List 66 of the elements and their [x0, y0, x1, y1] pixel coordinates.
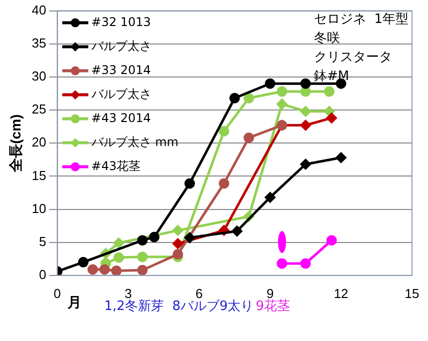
annotation: クリスタータ [314, 50, 392, 66]
point [244, 92, 254, 104]
text: 9花茎 [256, 298, 290, 314]
point [276, 98, 288, 110]
x-tick-label: 6 [196, 286, 203, 301]
text: 1,2冬新芽 8バルブ9太り [104, 298, 254, 314]
x-tick-label: 3 [124, 286, 132, 301]
y-tick-label: 0 [39, 266, 46, 282]
point [264, 78, 276, 89]
point [300, 120, 311, 130]
legend-label: #32 1013 [91, 14, 151, 29]
annotation: セロジネ 1年型 [314, 12, 409, 28]
point [300, 159, 311, 170]
y-tick-label: 5 [39, 234, 46, 249]
point [111, 266, 122, 276]
point [324, 86, 334, 97]
x-tick-label: 15 [404, 286, 420, 301]
point [229, 92, 240, 104]
y-tick-label: 10 [32, 200, 46, 216]
point [324, 106, 334, 117]
legend-label: #43花茎 [91, 158, 141, 173]
point [114, 238, 124, 248]
y-axis-title: 全長(cm) [7, 114, 24, 173]
x-tick-label: 0 [54, 286, 61, 301]
point [218, 126, 230, 136]
legend-label: バルブ太さ [90, 86, 152, 101]
point [172, 225, 184, 236]
point [172, 248, 184, 260]
point [300, 86, 311, 97]
point [276, 258, 288, 269]
point [336, 152, 346, 163]
point [300, 106, 311, 117]
legend-label: バルブ太さ mm [90, 134, 178, 149]
point [99, 264, 110, 275]
point [148, 232, 160, 242]
legend-label: #33 2014 [91, 62, 151, 77]
point [232, 226, 242, 236]
point [244, 132, 254, 144]
point [87, 264, 98, 275]
point [172, 238, 184, 249]
text: 月 [66, 295, 82, 312]
y-tick-label: 25 [32, 102, 46, 117]
annotation: 冬咲 [314, 31, 340, 46]
legend-label: #43 2014 [91, 110, 151, 125]
point [300, 258, 311, 269]
y-tick-label: 30 [32, 68, 46, 84]
annotation: 鉢#M [314, 69, 350, 84]
point [264, 192, 276, 203]
point [78, 256, 89, 268]
legend-label: バルブ太さ [90, 38, 152, 53]
y-tick-label: 40 [32, 2, 46, 18]
point [276, 86, 288, 97]
point [114, 252, 124, 263]
point [137, 235, 148, 246]
point [218, 178, 230, 189]
point [300, 78, 311, 89]
y-tick-label: 35 [32, 35, 46, 50]
point [326, 112, 337, 124]
y-tick-label: 20 [32, 134, 46, 150]
point [326, 235, 337, 246]
point [184, 178, 195, 189]
point [137, 252, 148, 262]
y-tick-label: 15 [32, 168, 46, 183]
point [137, 264, 148, 276]
point [184, 232, 195, 243]
x-tick-label: 12 [334, 286, 348, 301]
